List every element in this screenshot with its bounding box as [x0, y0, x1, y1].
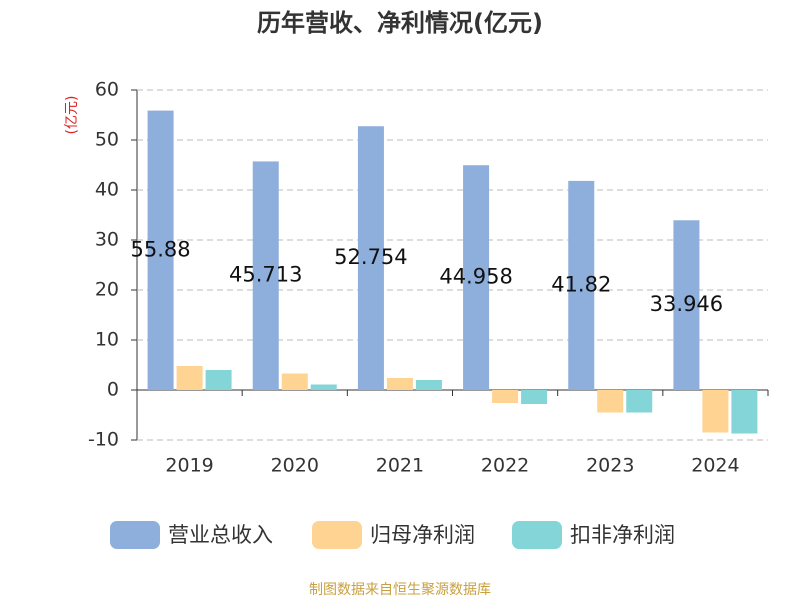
y-tick-label: -10 — [88, 429, 119, 451]
y-axis-label: (亿元) — [64, 96, 80, 135]
source-note: 制图数据来自恒生聚源数据库 — [309, 582, 491, 598]
bar — [731, 390, 758, 434]
y-tick-label: 40 — [95, 179, 119, 201]
bar — [673, 220, 700, 390]
x-tick-label: 2019 — [165, 455, 213, 477]
x-tick-label: 2020 — [271, 455, 319, 477]
value-label: 55.88 — [131, 237, 191, 261]
bar — [521, 390, 548, 404]
bar — [415, 380, 442, 390]
x-tick-label: 2021 — [376, 455, 424, 477]
value-label: 33.946 — [650, 292, 723, 316]
legend-swatch — [110, 521, 160, 549]
value-label: 41.82 — [551, 272, 611, 296]
bar — [492, 390, 519, 403]
bar — [597, 390, 624, 413]
legend-swatch — [512, 521, 562, 549]
y-tick-label: 10 — [95, 329, 119, 351]
bar — [702, 390, 729, 433]
y-tick-label: 20 — [95, 279, 119, 301]
legend-label: 营业总收入 — [168, 523, 273, 547]
x-tick-label: 2024 — [691, 455, 739, 477]
x-tick-label: 2022 — [481, 455, 529, 477]
x-tick-label: 2023 — [586, 455, 634, 477]
bar — [568, 180, 595, 390]
y-tick-label: 0 — [107, 379, 119, 401]
y-tick-label: 60 — [95, 79, 119, 101]
value-label: 45.713 — [229, 263, 302, 287]
bar — [386, 378, 413, 390]
bar — [252, 161, 279, 390]
y-tick-label: 30 — [95, 229, 119, 251]
legend-swatch — [312, 521, 362, 549]
bar — [147, 110, 174, 390]
bar — [463, 165, 490, 390]
legend-label: 扣非净利润 — [570, 523, 675, 547]
y-tick-label: 50 — [95, 129, 119, 151]
bar — [357, 126, 384, 390]
bar — [176, 366, 203, 390]
bar — [310, 384, 337, 390]
value-label: 52.754 — [334, 245, 407, 269]
chart-title: 历年营收、净利情况(亿元) — [257, 9, 543, 37]
legend-label: 归母净利润 — [370, 523, 475, 547]
value-label: 44.958 — [439, 265, 512, 289]
bar — [626, 390, 653, 413]
bar — [205, 370, 232, 390]
bar — [281, 373, 308, 390]
